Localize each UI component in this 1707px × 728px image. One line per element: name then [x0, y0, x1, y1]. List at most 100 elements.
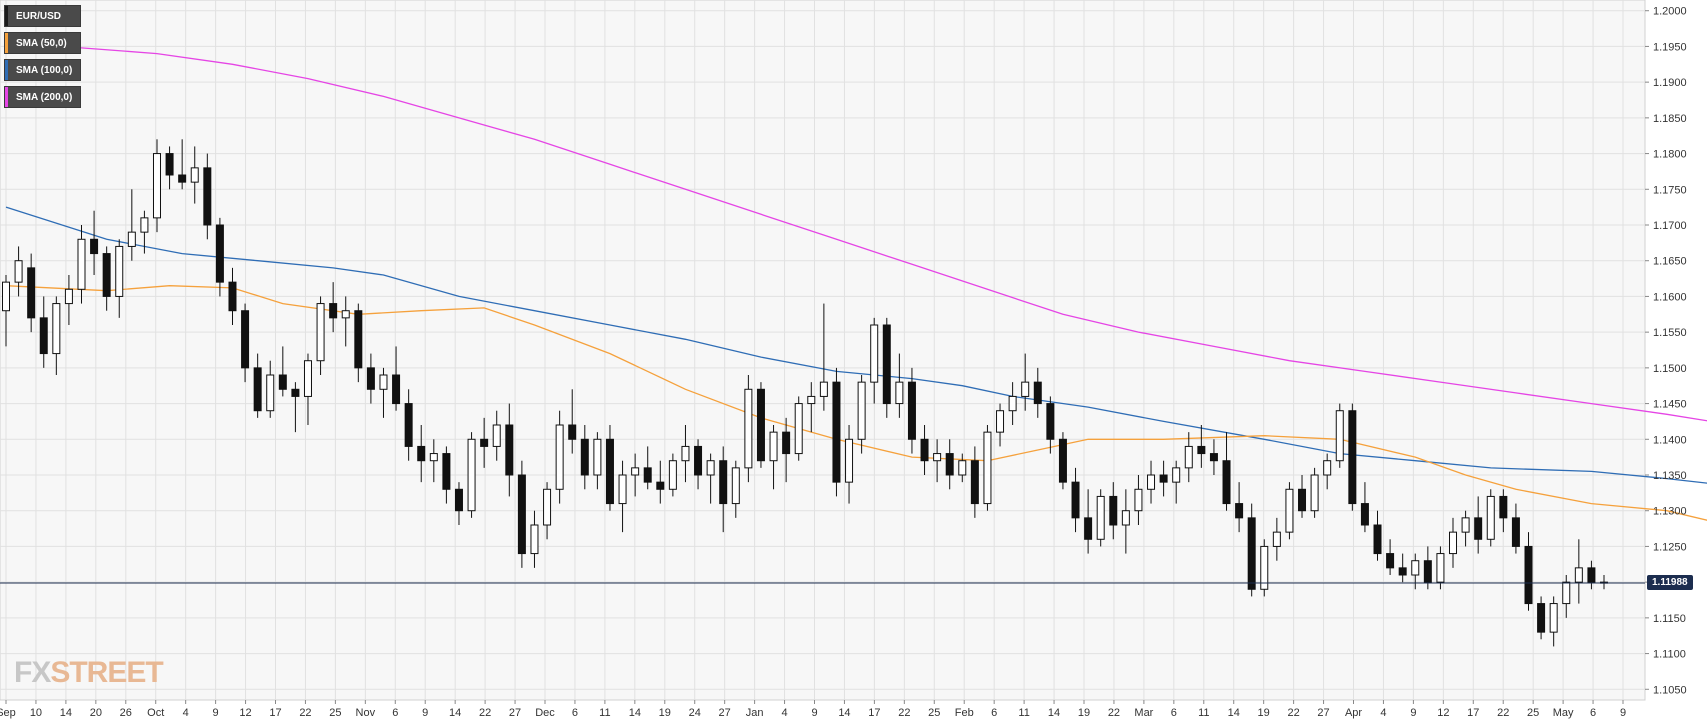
candle [983, 425, 992, 511]
x-tick-label: 19 [1258, 707, 1270, 719]
candle [1121, 489, 1130, 554]
candle-body [366, 367, 375, 390]
x-tick-label: May [1553, 707, 1574, 719]
candle [102, 246, 111, 311]
legend-item-sma100[interactable]: SMA (100,0) [4, 59, 82, 81]
candle [895, 353, 904, 418]
candle-body [140, 217, 149, 233]
candle-body [1436, 553, 1445, 583]
y-tick-label: 1.1500 [1653, 363, 1687, 375]
legend-swatch [5, 87, 8, 107]
logo-part1: FX [14, 656, 51, 689]
candle-body [719, 460, 728, 505]
candle [115, 239, 124, 318]
candle-body [1461, 517, 1470, 533]
candle-body [920, 438, 929, 462]
candle [580, 425, 589, 490]
candle-body [1574, 567, 1583, 583]
candle-body [1260, 545, 1269, 590]
candle [1071, 467, 1080, 533]
candle [568, 389, 577, 454]
candle-body [1449, 531, 1458, 555]
candle-body [454, 488, 463, 512]
legend: EUR/USD SMA (50,0) SMA (100,0) SMA (200,… [4, 5, 82, 113]
candle-body [794, 403, 803, 455]
legend-swatch [5, 60, 8, 80]
legend-item-sma50[interactable]: SMA (50,0) [4, 32, 82, 54]
candle-body [1096, 495, 1105, 540]
x-tick-label: 14 [629, 707, 641, 719]
candle-body [895, 381, 904, 405]
candle [1499, 489, 1508, 533]
candle-body [1511, 517, 1520, 547]
candle [1046, 396, 1055, 454]
candle-body [64, 288, 73, 305]
x-tick-label: 25 [928, 707, 940, 719]
candle-body [1499, 495, 1508, 519]
candle-body [782, 431, 791, 455]
candle-body [178, 174, 187, 183]
candle-body [1172, 467, 1181, 483]
candle [291, 382, 300, 433]
candle [744, 375, 753, 483]
candle-body [1373, 524, 1382, 555]
candle [1549, 596, 1558, 647]
x-tick-label: 12 [239, 707, 251, 719]
y-tick-label: 1.1700 [1653, 220, 1687, 232]
candle [731, 460, 740, 518]
candle [945, 439, 954, 490]
candle-body [392, 374, 401, 405]
candle [543, 482, 552, 540]
candle [756, 382, 765, 468]
candle-body [769, 431, 778, 462]
candle [354, 303, 363, 383]
y-tick-label: 1.1300 [1653, 506, 1687, 518]
candle [392, 346, 401, 411]
candle-body [1109, 495, 1118, 526]
x-tick-label: 17 [1467, 707, 1479, 719]
candle-body [1386, 553, 1395, 569]
candle-body [127, 231, 136, 247]
candle-body [341, 310, 350, 319]
fxstreet-logo: FXSTREET [14, 656, 164, 690]
candle-body [543, 488, 552, 526]
candle [178, 139, 187, 190]
candle-body [115, 245, 124, 297]
candle-body [303, 360, 312, 397]
candle [467, 432, 476, 518]
candle [27, 253, 36, 333]
candle [417, 425, 426, 483]
candle [656, 460, 665, 504]
candle [152, 139, 161, 233]
candle-body [933, 453, 942, 462]
candle [1247, 503, 1256, 597]
candle-body [706, 460, 715, 476]
candle [1524, 532, 1533, 611]
x-axis-labels: Sep 10 14 20 26 Oct 4 9 12 17 22 25 Nov 6 9 14 22 27 Dec 6 1… [0, 700, 1626, 719]
candle [1310, 467, 1319, 518]
y-tick-label: 1.1850 [1653, 113, 1687, 125]
y-tick-label: 1.1900 [1653, 77, 1687, 89]
candle [530, 510, 539, 568]
y-tick-label: 1.1400 [1653, 434, 1687, 446]
legend-item-eurusd[interactable]: EUR/USD [4, 5, 82, 27]
candle [52, 296, 61, 375]
candle [1335, 403, 1344, 468]
x-tick-label: 11 [1198, 707, 1209, 719]
y-axis-labels: 1.2000 1.1950 1.1900 1.1850 1.1800 1.1750 1.17… [1645, 6, 1687, 696]
candle-body [907, 381, 916, 440]
x-tick-label: Mar [1134, 707, 1153, 719]
candle-body [857, 381, 866, 440]
candle [1537, 596, 1546, 640]
candle [1096, 489, 1105, 547]
candle [1172, 460, 1181, 504]
candle-body [291, 388, 300, 397]
legend-item-sma200[interactable]: SMA (200,0) [4, 86, 82, 108]
candle-body [744, 388, 753, 469]
candle-body [1008, 395, 1017, 412]
candle [203, 153, 212, 240]
x-tick-label: 9 [213, 707, 219, 719]
candle-body [52, 303, 61, 355]
x-tick-label: 22 [479, 707, 491, 719]
